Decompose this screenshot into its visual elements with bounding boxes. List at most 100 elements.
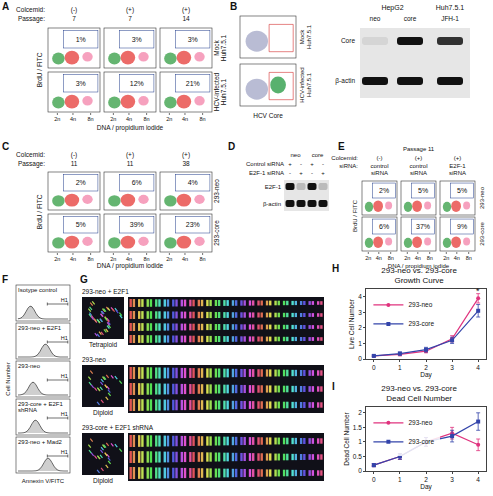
svg-text:293-neo + Mad2: 293-neo + Mad2: [18, 439, 63, 445]
svg-text:293-neo + E2F1: 293-neo + E2F1: [18, 325, 62, 331]
svg-text:(-): (-): [71, 6, 78, 14]
svg-text:5%: 5%: [457, 187, 467, 194]
svg-text:A: A: [2, 1, 9, 12]
svg-text:Mock: Mock: [299, 29, 305, 44]
svg-text:8n: 8n: [466, 255, 472, 261]
svg-text:(+): (+): [415, 155, 423, 161]
svg-text:Passage:: Passage:: [18, 160, 45, 168]
svg-text:(+): (+): [126, 6, 134, 14]
svg-text:2%: 2%: [379, 187, 389, 194]
svg-text:2n: 2n: [54, 256, 60, 262]
svg-text:H1: H1: [61, 335, 68, 341]
svg-text:293-core: 293-core: [479, 222, 485, 246]
svg-text:I: I: [332, 381, 335, 392]
svg-text:2n: 2n: [365, 255, 371, 261]
svg-text:293-neo: 293-neo: [213, 179, 220, 203]
svg-text:2n: 2n: [166, 116, 172, 122]
svg-text:-: -: [289, 170, 291, 176]
svg-text:4%: 4%: [188, 179, 198, 186]
svg-text:Passage:: Passage:: [18, 15, 45, 23]
svg-text:6%: 6%: [379, 223, 389, 230]
svg-text:0: 0: [372, 364, 376, 371]
svg-text:+: +: [288, 161, 292, 167]
svg-text:Core: Core: [341, 37, 355, 44]
svg-text:2n: 2n: [54, 116, 60, 122]
svg-text:Colcemid:: Colcemid:: [331, 155, 358, 161]
svg-text:Huh7.5.1: Huh7.5.1: [306, 24, 312, 49]
svg-text:0: 0: [358, 355, 362, 362]
svg-text:JFH-1: JFH-1: [441, 15, 459, 22]
svg-text:Huh7.5.1: Huh7.5.1: [306, 72, 312, 97]
svg-text:C: C: [2, 141, 9, 152]
svg-text:8n: 8n: [200, 256, 206, 262]
svg-text:0: 0: [372, 476, 376, 483]
svg-text:293-core: 293-core: [408, 438, 434, 445]
svg-text:0: 0: [358, 467, 362, 474]
svg-text:4n: 4n: [182, 256, 188, 262]
svg-text:-: -: [300, 161, 302, 167]
svg-text:2n: 2n: [404, 255, 410, 261]
svg-text:H: H: [332, 263, 339, 274]
svg-text:3%: 3%: [188, 36, 198, 43]
svg-text:3: 3: [450, 476, 454, 483]
svg-text:Huh7.5.1: Huh7.5.1: [220, 34, 227, 61]
svg-text:1: 1: [398, 476, 402, 483]
svg-text:(-): (-): [377, 155, 383, 161]
svg-text:8n: 8n: [88, 256, 94, 262]
svg-text:(+): (+): [182, 6, 190, 14]
svg-text:+: +: [321, 170, 325, 176]
svg-text:G: G: [80, 274, 88, 285]
svg-text:siRNA: siRNA: [410, 170, 427, 176]
svg-text:H1: H1: [61, 373, 68, 379]
svg-text:2: 2: [358, 324, 362, 331]
svg-text:Live Cell Number: Live Cell Number: [348, 298, 355, 349]
svg-text:Dead Cell Number: Dead Cell Number: [343, 411, 350, 465]
svg-text:siRNA: siRNA: [371, 170, 388, 176]
svg-text:2: 2: [424, 364, 428, 371]
svg-text:293-core: 293-core: [408, 320, 434, 327]
svg-text:1: 1: [358, 340, 362, 347]
svg-text:37%: 37%: [416, 223, 430, 230]
svg-text:5%: 5%: [76, 221, 86, 228]
svg-text:8n: 8n: [200, 116, 206, 122]
svg-text:control: control: [370, 163, 388, 169]
svg-text:B: B: [230, 1, 237, 12]
svg-text:H1: H1: [61, 411, 68, 417]
svg-text:(-): (-): [71, 151, 78, 159]
svg-text:2%: 2%: [76, 179, 86, 186]
svg-text:7: 7: [128, 15, 132, 22]
svg-text:+: +: [299, 170, 303, 176]
svg-text:39%: 39%: [130, 221, 144, 228]
svg-text:4n: 4n: [126, 116, 132, 122]
svg-text:4n: 4n: [376, 255, 382, 261]
svg-text:4: 4: [476, 476, 480, 483]
svg-text:shRNA: shRNA: [18, 407, 37, 413]
svg-text:2n: 2n: [166, 256, 172, 262]
svg-text:E2F-1: E2F-1: [265, 184, 282, 190]
svg-text:7: 7: [72, 15, 76, 22]
svg-text:(+): (+): [182, 151, 190, 159]
svg-text:2: 2: [424, 476, 428, 483]
svg-text:4: 4: [476, 364, 480, 371]
svg-text:0.5: 0.5: [353, 453, 362, 460]
svg-text:38: 38: [182, 160, 190, 167]
svg-text:293-neo: 293-neo: [479, 186, 485, 209]
svg-text:Mock: Mock: [213, 39, 220, 55]
svg-text:-: -: [311, 170, 313, 176]
svg-text:siRNA:: siRNA:: [339, 163, 358, 169]
svg-text:4n: 4n: [70, 116, 76, 122]
svg-text:DNA / propidium iodide: DNA / propidium iodide: [97, 124, 164, 132]
svg-text:2: 2: [358, 409, 362, 416]
svg-text:293-neo: 293-neo: [18, 363, 41, 369]
svg-text:Colcemid:: Colcemid:: [16, 6, 45, 13]
svg-text:293-core + E2F1 shRNA: 293-core + E2F1 shRNA: [82, 424, 154, 431]
svg-text:293-neo: 293-neo: [408, 419, 432, 426]
svg-text:Day: Day: [420, 371, 432, 379]
svg-text:E2F-1: E2F-1: [449, 163, 466, 169]
svg-text:BrdU / FITC: BrdU / FITC: [36, 194, 43, 229]
svg-text:neo: neo: [370, 15, 381, 22]
svg-text:Huh7.5.1: Huh7.5.1: [220, 78, 227, 105]
svg-text:HepG2: HepG2: [381, 4, 403, 12]
svg-text:293-core: 293-core: [213, 220, 220, 246]
svg-text:2n: 2n: [443, 255, 449, 261]
